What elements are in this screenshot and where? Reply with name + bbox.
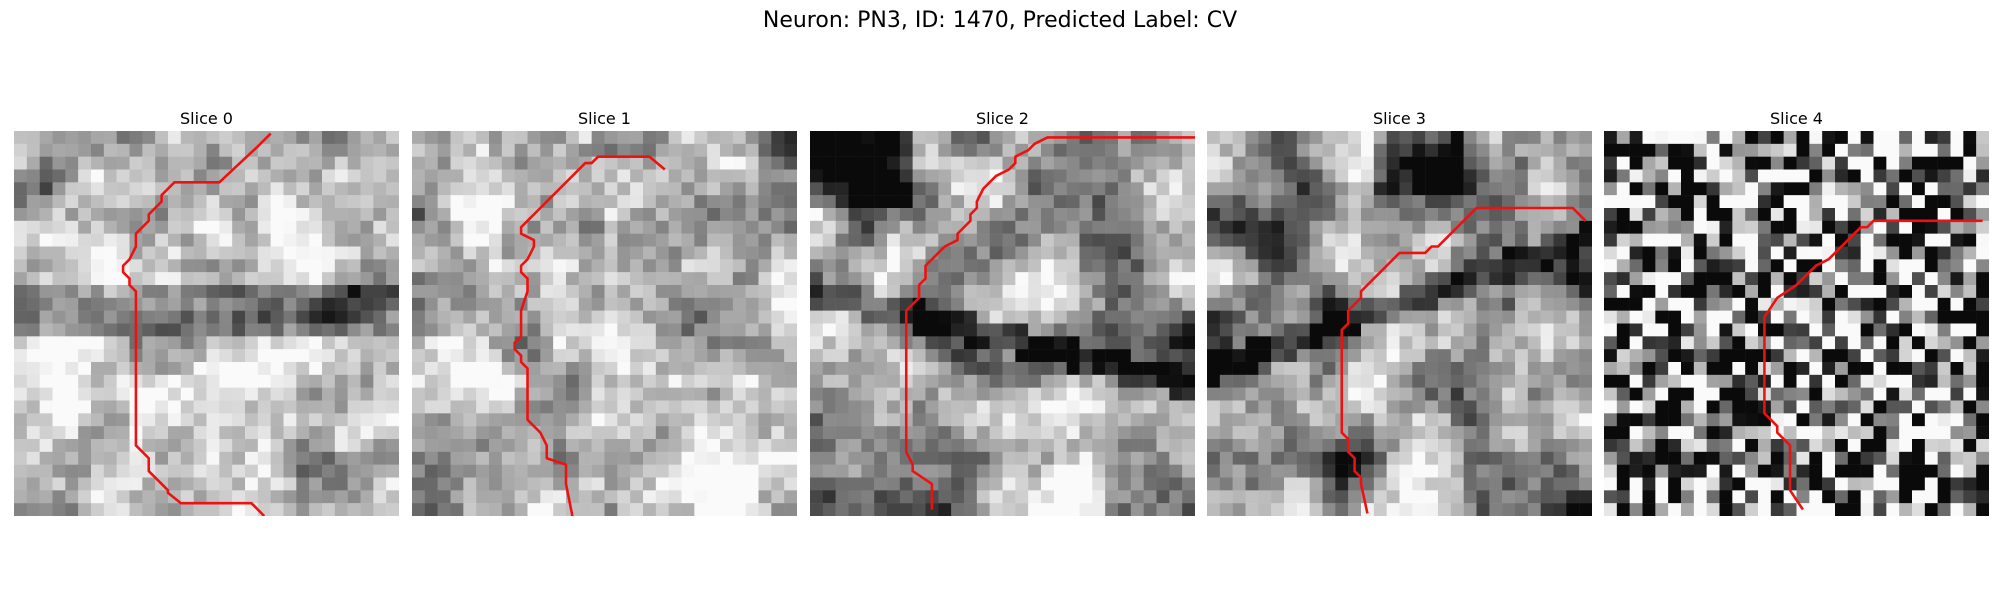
pixel-grid: [810, 131, 1195, 516]
segmentation-contour: [1340, 206, 1587, 514]
slice-title: Slice 3: [1373, 109, 1426, 128]
slice-panel-3: Slice 3: [1207, 107, 1592, 516]
segmentation-contour: [121, 132, 272, 516]
pixel-grid: [1604, 131, 1989, 516]
pixel-grid: [14, 131, 399, 516]
slice-image-2: [810, 131, 1195, 516]
slice-image-4: [1604, 131, 1989, 516]
slice-panel-2: Slice 2: [810, 107, 1195, 516]
slice-panel-1: Slice 1: [412, 107, 797, 516]
slice-title: Slice 0: [180, 109, 233, 128]
slice-title: Slice 2: [976, 109, 1029, 128]
slice-panel-4: Slice 4: [1604, 107, 1989, 516]
slice-image-3: [1207, 131, 1592, 516]
pixel-grid: [1207, 131, 1592, 516]
segmentation-contour: [513, 155, 666, 516]
segmentation-contour: [1763, 219, 1983, 511]
slice-title: Slice 4: [1770, 109, 1823, 128]
slice-image-0: [14, 131, 399, 516]
slice-panel-0: Slice 0: [14, 107, 399, 516]
pixel-grid: [412, 131, 797, 516]
segmentation-contour: [904, 136, 1195, 510]
slice-image-1: [412, 131, 797, 516]
figure-title: Neuron: PN3, ID: 1470, Predicted Label: …: [762, 8, 1238, 33]
slice-title: Slice 1: [578, 109, 631, 128]
